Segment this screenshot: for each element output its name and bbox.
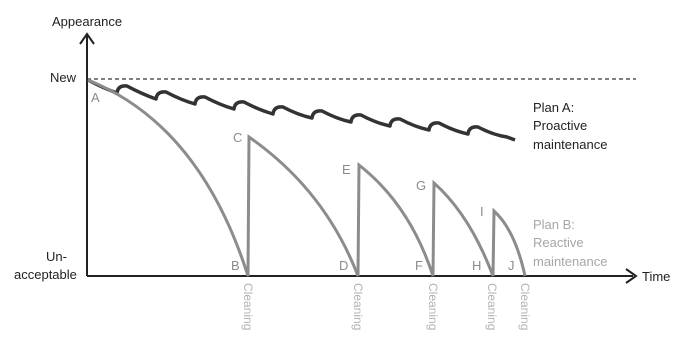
- point-h: H: [472, 258, 481, 273]
- cleaning-label-2: Cleaning: [351, 283, 365, 330]
- point-i: I: [480, 204, 484, 219]
- point-g: G: [416, 178, 426, 193]
- x-axis-label: Time: [642, 269, 670, 284]
- point-e: E: [342, 162, 351, 177]
- y-axis-arrow: [79, 32, 95, 45]
- plan-a-label-3: maintenance: [533, 137, 607, 152]
- plan-a-curve: [87, 78, 516, 142]
- point-d: D: [339, 258, 348, 273]
- plan-b-label-3: maintenance: [533, 254, 607, 269]
- x-axis-arrow: [625, 268, 638, 284]
- point-c: C: [233, 130, 242, 145]
- cleaning-label-1: Cleaning: [241, 283, 255, 330]
- plan-b-label-2: Reactive: [533, 235, 584, 250]
- point-a: A: [91, 90, 100, 105]
- plan-a-label-1: Plan A:: [533, 100, 574, 115]
- cleaning-label-4: Cleaning: [485, 283, 499, 330]
- cleaning-label-3: Cleaning: [426, 283, 440, 330]
- y-label-unacceptable-2: acceptable: [14, 267, 77, 282]
- y-label-unacceptable-1: Un-: [46, 249, 67, 264]
- point-b: B: [231, 258, 240, 273]
- cleaning-label-5: Cleaning: [518, 283, 532, 330]
- y-label-new: New: [50, 70, 77, 85]
- point-f: F: [415, 258, 423, 273]
- plan-b-curve: [87, 78, 527, 277]
- plan-a-label-2: Proactive: [533, 118, 587, 133]
- point-j: J: [508, 258, 515, 273]
- y-axis-label: Appearance: [52, 14, 122, 29]
- plan-b-label-1: Plan B:: [533, 217, 575, 232]
